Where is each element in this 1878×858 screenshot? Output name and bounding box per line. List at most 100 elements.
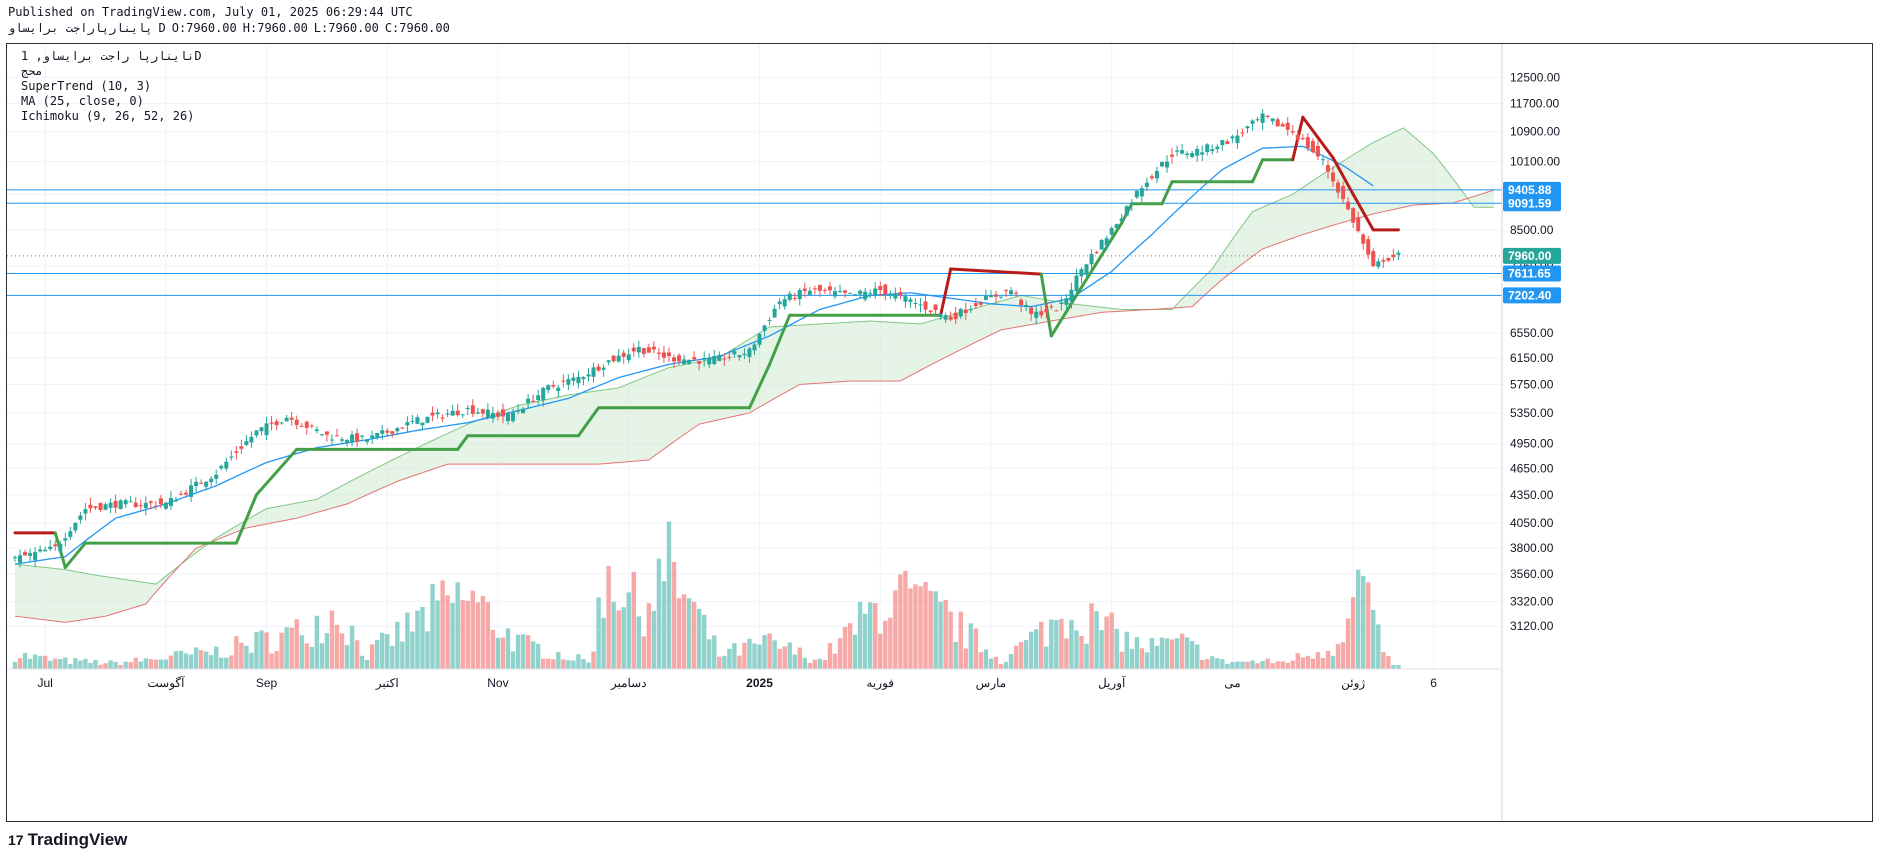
candle-body <box>757 333 762 345</box>
volume-bar <box>88 662 93 669</box>
volume-bar <box>717 656 722 669</box>
supertrend-segment <box>63 541 87 569</box>
chart-frame[interactable]: 12500.0011700.0010900.0010100.009300.008… <box>6 43 1873 822</box>
candle-body <box>908 299 913 302</box>
volume-bar <box>862 613 868 669</box>
volume-bar <box>1034 629 1039 669</box>
last-price-label: 7960.00 <box>1508 249 1552 263</box>
volume-bar <box>1028 631 1034 669</box>
candle-body <box>1190 153 1195 158</box>
volume-bar <box>1184 637 1190 669</box>
candle-body <box>1215 146 1220 150</box>
volume-bar <box>832 653 838 669</box>
volume-bar <box>385 634 390 669</box>
x-tick-label: Nov <box>487 676 508 690</box>
volume-bar <box>591 651 596 669</box>
y-tick-label: 4650.00 <box>1510 461 1554 475</box>
volume-bar <box>822 660 828 669</box>
volume-bar <box>1039 621 1044 669</box>
volume-bar <box>918 586 923 669</box>
candle-body <box>199 482 204 484</box>
candle-body <box>1265 115 1270 118</box>
candle-body <box>516 410 521 412</box>
volume-bar <box>520 634 526 669</box>
candle-body <box>148 501 153 504</box>
volume-bar <box>53 658 58 669</box>
x-tick-label: 6 <box>1430 676 1437 690</box>
volume-bar <box>1149 637 1155 669</box>
legend-supertrend[interactable]: SuperTrend (10, 3) <box>21 79 152 93</box>
time-axis-layer: Jul آگوست Sep اکتبر Nov دسامبر 2025 فوریه مارس آو… <box>38 675 1438 690</box>
volume-bar <box>349 625 355 669</box>
candle-body <box>435 412 440 415</box>
volume-bar <box>279 632 284 669</box>
candle-body <box>1210 149 1215 152</box>
volume-bar <box>767 633 772 669</box>
volume-bar <box>1069 619 1074 669</box>
volume-bar <box>1325 650 1331 669</box>
y-tick-label: 6550.00 <box>1510 326 1554 340</box>
candle-body <box>415 417 420 424</box>
volume-bar <box>148 659 154 669</box>
volume-bar <box>1315 652 1321 669</box>
volume-bar <box>571 660 576 669</box>
volume-bar <box>1295 653 1301 669</box>
hline-badge <box>1503 265 1561 282</box>
candle-body <box>405 422 410 426</box>
volume-bar <box>701 614 707 669</box>
legend-ichimoku[interactable]: Ichimoku (9, 26, 52, 26) <box>21 109 195 123</box>
supertrend-segment <box>747 362 772 410</box>
legend-ma[interactable]: MA (25, close, 0) <box>21 94 144 108</box>
volume-bar <box>12 661 18 669</box>
volume-bar <box>1300 657 1306 669</box>
candle-body <box>103 504 108 510</box>
candle-body <box>63 538 68 541</box>
candle-body <box>858 290 863 295</box>
legend-title: ناینارپا راجت برایساو, 1D <box>21 49 202 63</box>
tradingview-brand: TradingView <box>27 830 128 849</box>
volume-bar <box>1054 620 1059 669</box>
chart-svg[interactable]: 12500.0011700.0010900.0010100.009300.008… <box>7 44 1872 821</box>
candle-body <box>988 295 993 298</box>
candle-body <box>531 400 536 402</box>
volume-bar <box>782 646 787 669</box>
volume-bar <box>1003 661 1009 669</box>
candle-body <box>400 427 405 429</box>
volume-bar <box>913 584 918 669</box>
candle-body <box>83 509 88 514</box>
candle-body <box>304 421 309 428</box>
volume-bar <box>375 639 380 669</box>
candle-body <box>98 503 103 511</box>
candle-body <box>1064 298 1069 305</box>
supertrend-segment <box>949 267 1043 276</box>
candle-body <box>1270 118 1275 122</box>
volume-bar <box>208 655 214 669</box>
candle-body <box>88 504 93 509</box>
candle-body <box>1170 154 1175 157</box>
candle-body <box>727 356 732 358</box>
volume-bar <box>103 663 108 669</box>
candle-body <box>1149 176 1154 179</box>
candle-body <box>742 353 747 356</box>
volume-bar <box>93 660 98 669</box>
candle-body <box>636 346 641 353</box>
volume-bar <box>515 634 521 669</box>
candle-body <box>983 295 988 300</box>
volume-bar <box>757 644 762 669</box>
candle-body <box>284 417 289 422</box>
volume-bar <box>752 643 757 669</box>
candle-body <box>938 313 943 317</box>
volume-bar <box>807 662 813 669</box>
symbol-name: پاینارپاراجت برایساو <box>8 21 153 35</box>
volume-bar <box>1124 631 1129 669</box>
candle-body <box>1381 260 1386 262</box>
candles-layer <box>13 109 1401 568</box>
candle-body <box>782 299 787 307</box>
candle-body <box>425 416 430 423</box>
candle-body <box>958 308 963 317</box>
candle-body <box>868 293 873 295</box>
candle-body <box>747 348 752 358</box>
candle-body <box>918 304 923 306</box>
candle-body <box>1195 148 1200 156</box>
